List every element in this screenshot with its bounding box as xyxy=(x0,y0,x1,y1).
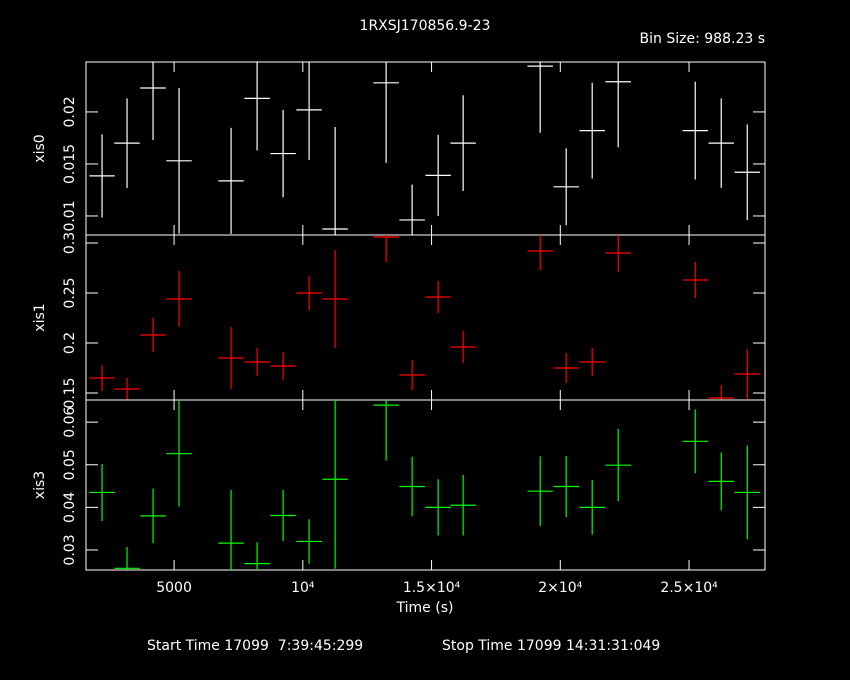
series xyxy=(89,235,760,400)
y-axis-label: xis3 xyxy=(32,471,48,499)
y-tick-label: 0.2 xyxy=(62,332,78,354)
y-tick-label: 0.01 xyxy=(62,200,78,231)
y-tick-label: 0.05 xyxy=(62,449,78,480)
y-tick-label: 0.3 xyxy=(62,232,78,254)
x-tick-label: 5000 xyxy=(156,580,192,596)
y-tick-label: 0.25 xyxy=(62,277,78,308)
y-tick-label: 0.02 xyxy=(62,96,78,127)
y-tick-label: 0.06 xyxy=(62,406,78,437)
series xyxy=(89,62,760,235)
x-tick-label: 10⁴ xyxy=(291,580,315,596)
x-tick-label: 2.5×10⁴ xyxy=(660,580,718,596)
x-tick-label: 2×10⁴ xyxy=(538,580,582,596)
bin-size: Bin Size: 988.23 s xyxy=(640,31,765,47)
y-axis-label: xis0 xyxy=(32,134,48,162)
x-tick-label: 1.5×10⁴ xyxy=(403,580,461,596)
stop-time: Stop Time 17099 14:31:31:049 xyxy=(442,638,660,654)
y-axis-label: xis1 xyxy=(32,303,48,331)
y-tick-label: 0.015 xyxy=(62,144,78,184)
y-tick-label: 0.04 xyxy=(62,492,78,523)
chart-title: 1RXSJ170856.9-23 xyxy=(360,18,491,34)
series xyxy=(89,400,760,570)
panel-frame xyxy=(85,61,766,236)
panel-frame xyxy=(85,399,766,571)
y-tick-label: 0.15 xyxy=(62,377,78,408)
y-tick-label: 0.03 xyxy=(62,534,78,565)
start-time: Start Time 17099 7:39:45:299 xyxy=(147,638,363,654)
x-axis-label: Time (s) xyxy=(396,600,454,616)
panel-frame xyxy=(85,234,766,401)
